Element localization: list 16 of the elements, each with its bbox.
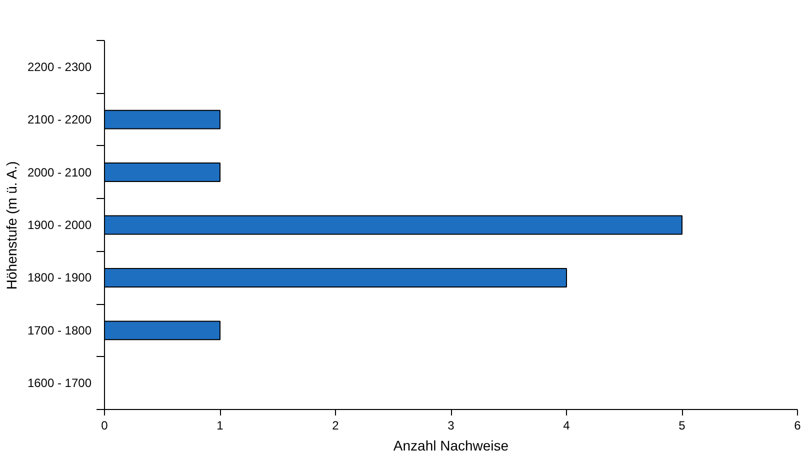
y-tick-label: 1700 - 1800	[27, 323, 92, 338]
x-tick-label: 4	[563, 418, 570, 432]
x-tick-label: 1	[216, 418, 224, 432]
y-tick-label: 2100 - 2200	[27, 112, 92, 127]
x-tick-label: 3	[448, 418, 455, 432]
x-tick-label: 0	[101, 418, 108, 432]
y-tick-label: 1800 - 1900	[27, 270, 92, 285]
y-axis-title: Höhenstufe (m ü. A.)	[3, 161, 20, 290]
x-tick-label: 5	[678, 418, 686, 432]
x-tick-label: 2	[332, 418, 340, 432]
x-axis-title: Anzahl Nachweise	[393, 438, 509, 454]
y-tick-label: 2200 - 2300	[27, 60, 92, 74]
x-tick-label: 6	[794, 418, 802, 432]
y-tick-label: 1600 - 1700	[27, 376, 92, 390]
y-tick-label: 2000 - 2100	[27, 165, 92, 180]
y-tick-label: 1900 - 2000	[27, 218, 92, 232]
